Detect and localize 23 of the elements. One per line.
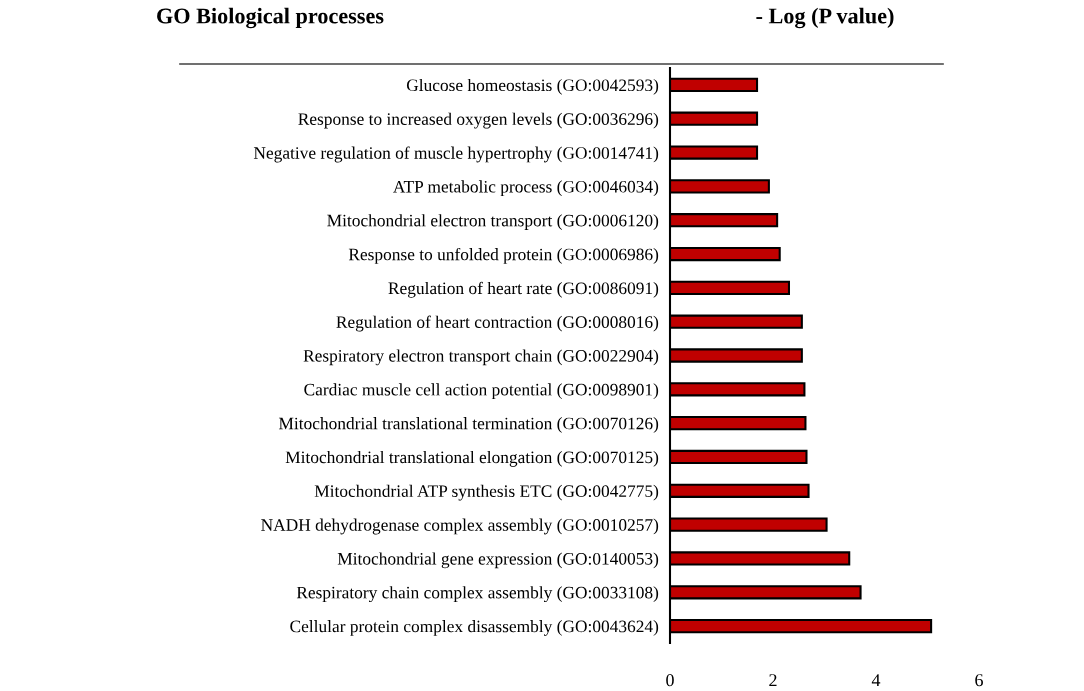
y-tick-label: Mitochondrial translational termination (GO:0070126)	[278, 417, 659, 433]
x-axis-title: - Log (P value)	[756, 7, 894, 29]
y-tick-label: Mitochondrial translational elongation (GO:0070125)	[285, 450, 659, 467]
y-tick-label: Cardiac muscle cell action potential (GO:0098901)	[304, 383, 659, 400]
y-tick-label: NADH dehydrogenase complex assembly (GO:0010257)	[261, 518, 659, 535]
y-tick-label: Regulation of heart contraction (GO:0008016)	[336, 315, 659, 332]
y-tick-label: Mitochondrial ATP synthesis ETC (GO:0042775)	[314, 484, 659, 501]
x-tick-label: 4	[871, 674, 881, 687]
y-tick-label: ATP metabolic process (GO:0046034)	[393, 180, 659, 197]
y-tick-label: Respiratory chain complex assembly (GO:0033108)	[296, 586, 659, 603]
y-tick-label: Negative regulation of muscle hypertrophy (GO:0014741)	[253, 146, 659, 163]
y-tick-label: Glucose homeostasis (GO:0042593)	[406, 78, 659, 95]
y-tick-label: Cellular protein complex disassembly (GO:0043624)	[290, 620, 659, 636]
x-tick-label: 2	[769, 674, 777, 687]
y-tick-label: Response to unfolded protein (GO:0006986)	[348, 247, 659, 264]
y-tick-label: Regulation of heart rate (GO:0086091)	[388, 281, 659, 298]
y-tick-label: Mitochondrial gene expression (GO:0140053)	[337, 552, 659, 569]
x-tick-label: 0	[666, 674, 674, 687]
text: GO Biological processes	[157, 7, 384, 29]
y-tick-label: Response to increased oxygen levels (GO:0036296)	[298, 112, 659, 129]
x-tick-label: 6	[975, 674, 983, 687]
y-tick-label: Mitochondrial electron transport (GO:0006120)	[327, 214, 659, 230]
y-tick-label: Respiratory electron transport chain (GO:0022904)	[303, 349, 659, 366]
